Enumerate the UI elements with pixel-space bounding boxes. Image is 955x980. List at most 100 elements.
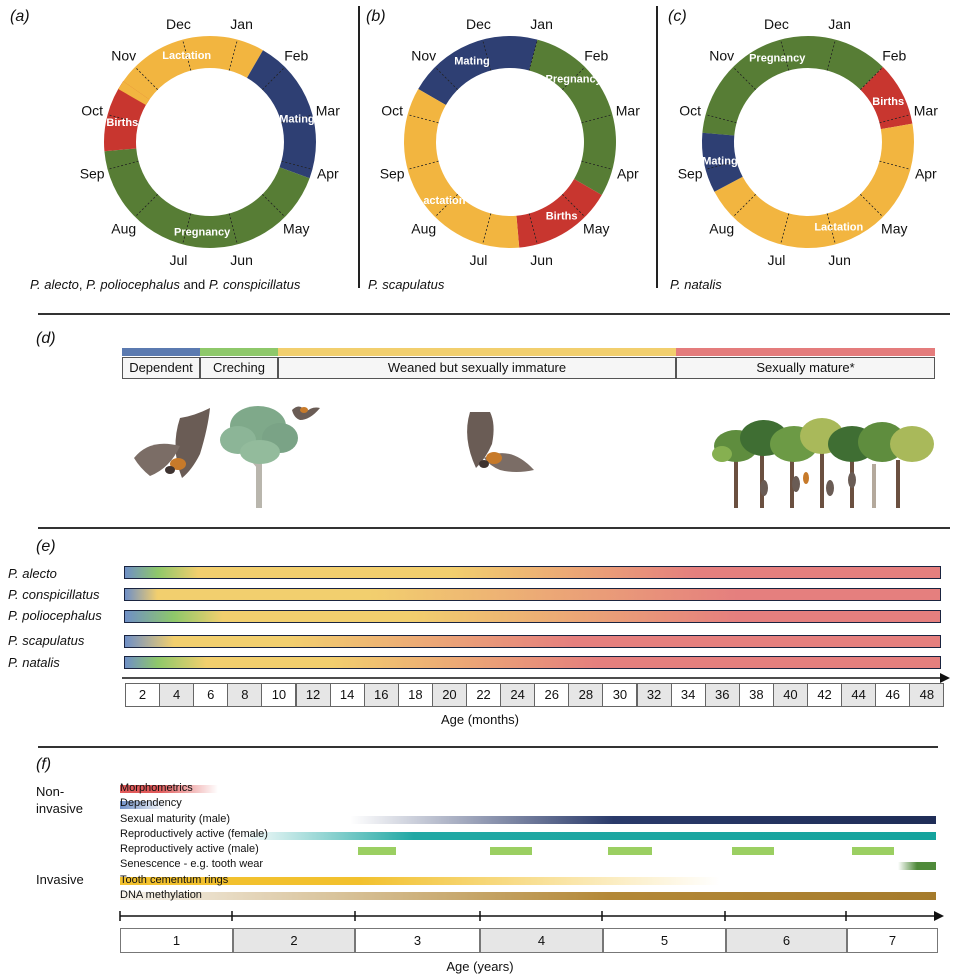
month-divider (228, 39, 238, 71)
segment-label-pregnancy: Pregnancy (174, 227, 231, 239)
stage-bar-poliocephalus (124, 610, 941, 623)
month-divider (826, 213, 836, 245)
stage-bar-scapulatus (124, 635, 941, 648)
age-month-tick: 20 (431, 683, 467, 707)
month-divider (262, 66, 286, 90)
stage-bar-alecto (124, 566, 941, 579)
species-label-natalis: P. natalis (8, 655, 60, 670)
cycle-segment-pregnancy (702, 132, 735, 136)
divider-top (38, 313, 950, 315)
age-year-box: 1 (120, 928, 233, 953)
cycle-segment-pregnancy (702, 36, 883, 136)
month-label-mar: Mar (616, 102, 640, 118)
method-bar-dna-methylation (120, 892, 936, 900)
age-month-tick: 22 (466, 683, 502, 707)
method-bar-repro-active-female (240, 832, 936, 840)
age-month-tick: 6 (193, 683, 229, 707)
month-label-jul: Jul (169, 252, 187, 268)
stage-bar-natalis (124, 656, 941, 669)
divider-bc (656, 6, 658, 288)
method-label-repro-active-male: Reproductively active (male) (120, 843, 259, 855)
stage-creching: Creching (200, 357, 278, 379)
age-months-axis-title: Age (months) (440, 712, 520, 727)
segment-label-mating: Mating (702, 156, 737, 168)
month-label-mar: Mar (914, 102, 938, 118)
panel-a-cycle-wheel: Lactation Mating Pregnancy Births Jan Feb Mar A… (80, 16, 341, 268)
panel-c-caption: P. natalis (670, 277, 722, 292)
month-label-apr: Apr (915, 166, 937, 182)
cycle-segment-births (516, 179, 602, 248)
month-label-oct: Oct (679, 102, 701, 118)
stage-bar-conspicillatus (124, 588, 941, 601)
month-label-dec: Dec (764, 16, 789, 32)
month-divider (182, 213, 192, 245)
cycle-segment-births (860, 67, 913, 130)
group-label-invasive: Invasive (36, 872, 84, 887)
species-label-scapulatus: P. scapulatus (8, 633, 85, 648)
month-label-feb: Feb (584, 48, 608, 64)
species-label-poliocephalus: P. poliocephalus (8, 608, 102, 623)
method-bar-morphometrics (120, 785, 218, 793)
month-divider (134, 194, 158, 218)
month-divider (434, 66, 458, 90)
month-divider (705, 114, 737, 124)
group-label-non-invasive: Non- invasive (36, 784, 83, 816)
stage-strip-dependent (122, 348, 200, 356)
month-label-apr: Apr (317, 166, 339, 182)
age-month-tick: 8 (227, 683, 263, 707)
month-divider (407, 114, 439, 124)
month-divider (705, 160, 737, 170)
month-label-feb: Feb (882, 48, 906, 64)
month-label-dec: Dec (466, 16, 491, 32)
month-label-jun: Jun (828, 252, 851, 268)
month-label-jul: Jul (469, 252, 487, 268)
month-label-may: May (283, 220, 309, 236)
month-label-jun: Jun (530, 252, 553, 268)
segment-label-births: Births (106, 117, 138, 129)
method-bar-sexual-maturity-male (350, 816, 936, 824)
caption-species-3: P. conspicillatus (208, 277, 301, 292)
month-divider (482, 213, 492, 245)
method-label-dependency: Dependency (120, 797, 182, 809)
stage-dependent: Dependent (122, 357, 200, 379)
month-label-nov: Nov (411, 48, 436, 64)
age-month-tick: 48 (909, 683, 945, 707)
month-divider (732, 66, 756, 90)
month-divider (262, 194, 286, 218)
panel-f-label: (f) (36, 756, 52, 773)
stage-strip-weaned (278, 348, 676, 356)
month-divider (228, 213, 238, 245)
segment-label-lactation: Lactation (417, 195, 466, 207)
method-bar-tooth-cementum (120, 877, 720, 885)
month-divider (562, 194, 586, 218)
month-divider (581, 114, 613, 124)
month-label-aug: Aug (709, 220, 734, 236)
panel-a-caption: P. alecto, P. poliocephalus and P. consp… (30, 277, 300, 292)
cycle-segment-lactation (118, 81, 150, 105)
divider-ab (358, 6, 360, 288)
method-bar-repro-active-male-4 (732, 847, 774, 855)
month-divider (434, 194, 458, 218)
age-month-tick: 34 (670, 683, 706, 707)
month-divider (281, 114, 313, 124)
method-bar-dependency (120, 801, 166, 809)
age-month-tick: 44 (841, 683, 877, 707)
age-year-box: 7 (847, 928, 938, 953)
month-divider (528, 39, 538, 71)
age-months-axis-line (122, 673, 950, 683)
panel-a-label: (a) (10, 8, 30, 25)
panel-e-label: (e) (36, 538, 56, 555)
cycle-segment-mating (702, 132, 743, 192)
segment-label-mating: Mating (454, 55, 489, 67)
month-divider (826, 39, 836, 71)
age-month-tick: 38 (738, 683, 774, 707)
age-month-tick: 14 (329, 683, 365, 707)
month-label-jul: Jul (767, 252, 785, 268)
method-label-sexual-maturity-male: Sexual maturity (male) (120, 813, 231, 825)
method-bar-senescence (898, 862, 936, 870)
age-month-tick: 46 (875, 683, 911, 707)
cycle-segment-pregnancy (529, 39, 616, 195)
month-divider (528, 213, 538, 245)
divider-bottom (38, 746, 938, 748)
age-month-tick: 36 (704, 683, 740, 707)
